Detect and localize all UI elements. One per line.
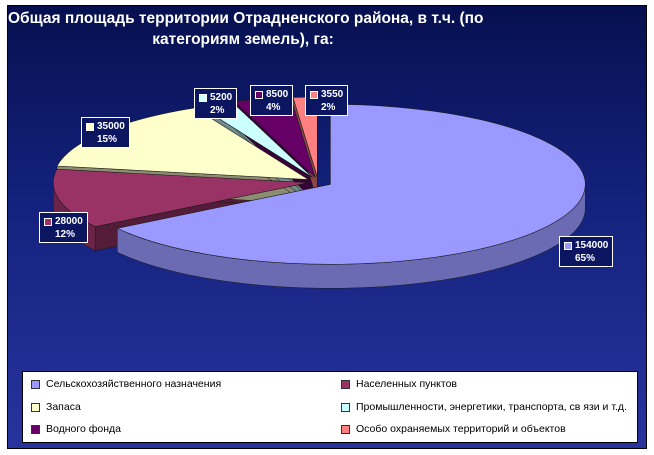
data-label-percent-industry: 2%: [210, 105, 225, 116]
legend-label-water: Водного фонда: [46, 423, 121, 435]
data-label-value-row: 8500: [255, 88, 288, 101]
data-label-percent-agricultural: 65%: [575, 253, 596, 264]
data-label-key-agricultural: [564, 241, 572, 250]
legend-key-protected: [341, 424, 350, 434]
data-label-key-reserve: [86, 122, 94, 131]
data-label-value-row: 35000: [86, 120, 125, 133]
legend-item-industry: Промышленности, энергетики, транспорта, …: [341, 401, 627, 413]
data-label-value-row: 154000: [564, 239, 608, 252]
data-label-value-industry: 5200: [210, 92, 233, 103]
data-label-value-row: 28000: [44, 215, 83, 228]
data-label-industry: 5200 2%: [194, 88, 238, 119]
legend-key-reserve: [31, 402, 40, 412]
data-label-value-settlements: 28000: [55, 216, 83, 227]
legend-key-water: [31, 424, 40, 434]
chart-title-line1: Общая площадь территории Отрадненского р…: [8, 10, 484, 27]
data-label-value-protected: 3550: [321, 89, 344, 100]
legend-label-settlements: Населенных пунктов: [356, 378, 457, 390]
legend-label-agricultural: Сельскохозяйственного назначения: [46, 378, 222, 390]
data-label-agricultural: 154000 65%: [559, 236, 614, 267]
legend: Сельскохозяйственного назначения Населен…: [22, 371, 638, 443]
data-label-value-row: 5200: [199, 91, 232, 104]
legend-item-settlements: Населенных пунктов: [341, 378, 457, 390]
legend-item-water: Водного фонда: [31, 423, 121, 435]
legend-label-reserve: Запаса: [46, 401, 81, 413]
chart-title-line2: категориям земель), га:: [152, 31, 334, 48]
pie-slice-agricultural: [116, 104, 586, 265]
legend-label-industry: Промышленности, энергетики, транспорта, …: [356, 401, 627, 413]
data-label-settlements: 28000 12%: [39, 212, 88, 243]
legend-key-settlements: [341, 379, 350, 389]
legend-item-protected: Особо охраняемых территорий и объектов: [341, 423, 566, 435]
legend-key-industry: [341, 402, 350, 412]
data-label-key-water: [255, 90, 263, 99]
chart-title: Общая площадь территории Отрадненского р…: [8, 8, 484, 50]
data-label-percent-settlements: 12%: [55, 229, 76, 240]
legend-key-agricultural: [31, 379, 40, 389]
data-label-reserve: 35000 15%: [81, 117, 130, 148]
legend-label-protected: Особо охраняемых территорий и объектов: [356, 423, 566, 435]
data-label-protected: 3550 2%: [305, 85, 349, 116]
data-label-percent-protected: 2%: [321, 102, 336, 113]
data-label-value-agricultural: 154000: [575, 240, 609, 251]
data-label-percent-water: 4%: [266, 102, 281, 113]
data-label-key-settlements: [44, 217, 52, 226]
legend-item-reserve: Запаса: [31, 401, 81, 413]
data-label-key-industry: [199, 93, 207, 102]
legend-item-agricultural: Сельскохозяйственного назначения: [31, 378, 221, 390]
data-label-value-water: 8500: [266, 89, 289, 100]
data-label-value-row: 3550: [310, 88, 343, 101]
data-label-value-reserve: 35000: [97, 121, 125, 132]
data-label-water: 8500 4%: [250, 85, 294, 116]
data-label-key-protected: [310, 90, 318, 99]
data-label-percent-reserve: 15%: [97, 134, 118, 145]
